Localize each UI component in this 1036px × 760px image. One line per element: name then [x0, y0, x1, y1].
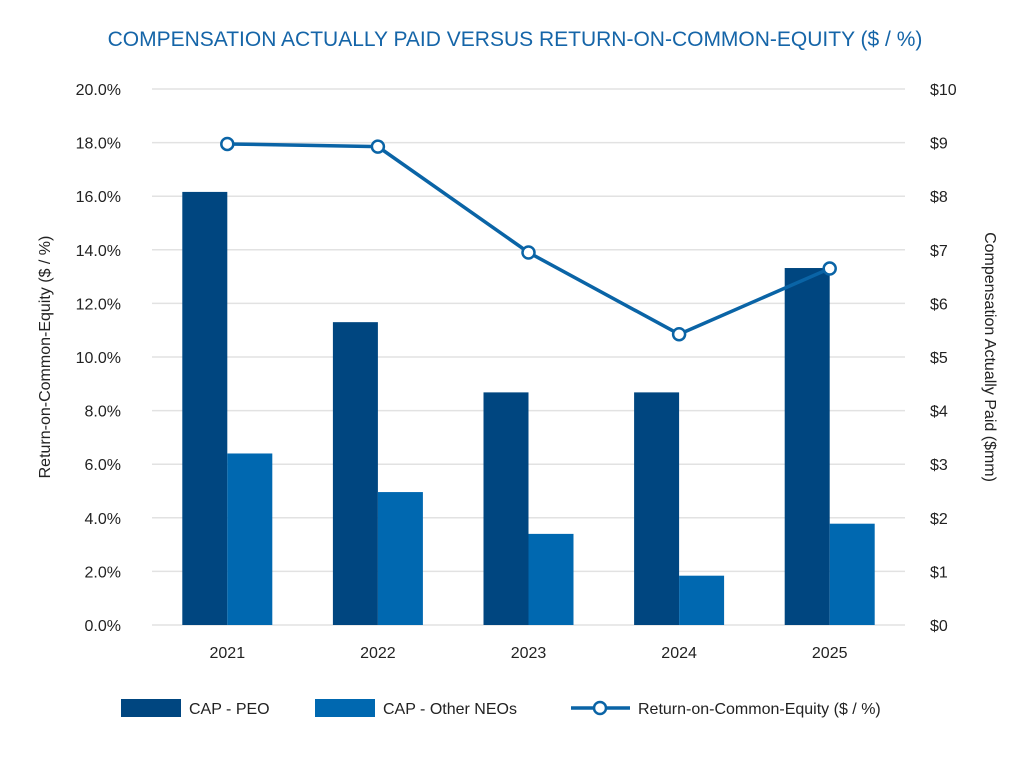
bar-cap-peo [784, 268, 830, 625]
left-tick-label: 10.0% [76, 350, 121, 367]
roe-point [370, 139, 386, 154]
bar-cap-peo [332, 322, 378, 625]
left-tick-label: 4.0% [85, 511, 121, 528]
left-tick-label: 18.0% [76, 136, 121, 153]
left-axis-ticks: 0.0% 2.0% 4.0% 6.0% 8.0% 10.0% 12.0% 14.0% 16.0%… [76, 82, 121, 635]
bar-cap-other-neos [528, 533, 574, 625]
bar-cap-peo [483, 392, 529, 625]
legend-swatch-roe-marker [592, 700, 608, 716]
roe-point [220, 136, 235, 152]
x-tick-label: 2022 [360, 645, 396, 662]
x-tick-label: 2024 [661, 645, 697, 662]
left-tick-label: 0.0% [85, 618, 121, 635]
x-axis-ticks: 2021 2022 2023 2024 2025 [210, 645, 848, 662]
left-tick-label: 14.0% [76, 243, 121, 260]
roe-line-path [227, 142, 831, 336]
left-tick-label: 12.0% [76, 296, 121, 313]
bar-cap-peo [182, 191, 228, 626]
legend-label-roe: Return-on-Common-Equity ($ / %) [638, 701, 881, 718]
right-tick-label: $4 [930, 404, 948, 421]
right-tick-label: $1 [930, 564, 948, 581]
bar-cap-other-neos [679, 575, 725, 625]
right-tick-label: $8 [930, 189, 948, 206]
x-tick-label: 2023 [511, 645, 547, 662]
right-tick-label: $5 [930, 350, 948, 367]
legend-swatch-cap-other-neos [315, 699, 375, 717]
x-tick-label: 2025 [812, 645, 848, 662]
right-axis-title: Compensation Actually Paid ($mm) [981, 232, 998, 482]
roe-line [220, 136, 837, 342]
legend-swatch-cap-peo [121, 699, 181, 717]
right-tick-label: $9 [930, 136, 948, 153]
roe-point [671, 326, 687, 342]
left-axis-title: Return-on-Common-Equity ($ / %) [37, 236, 54, 479]
right-tick-label: $7 [930, 243, 948, 260]
bar-cap-other-neos [227, 453, 273, 625]
chart-title: COMPENSATION ACTUALLY PAID VERSUS RETURN… [108, 28, 923, 51]
right-axis-ticks: $0 $1 $2 $3 $4 $5 $6 $7 $8 $9 $10 [930, 82, 957, 635]
roe-point [521, 245, 536, 260]
bar-cap-peo [634, 392, 680, 625]
left-tick-label: 2.0% [85, 564, 121, 581]
left-tick-label: 16.0% [76, 189, 121, 206]
left-tick-label: 6.0% [85, 457, 121, 474]
left-tick-label: 8.0% [85, 404, 121, 421]
right-tick-label: $3 [930, 457, 948, 474]
right-tick-label: $0 [930, 618, 948, 635]
bars [182, 191, 875, 626]
right-tick-label: $6 [930, 296, 948, 313]
left-tick-label: 20.0% [76, 82, 121, 99]
bar-cap-other-neos [829, 523, 875, 625]
right-tick-label: $10 [930, 82, 957, 99]
legend: CAP - PEO CAP - Other NEOs Return-on-Commo… [121, 699, 881, 718]
legend-label-cap-peo: CAP - PEO [189, 701, 270, 718]
x-tick-label: 2021 [210, 645, 246, 662]
bar-cap-other-neos [377, 492, 423, 625]
roe-point [822, 261, 837, 276]
right-tick-label: $2 [930, 511, 948, 528]
legend-label-cap-other-neos: CAP - Other NEOs [383, 701, 517, 718]
